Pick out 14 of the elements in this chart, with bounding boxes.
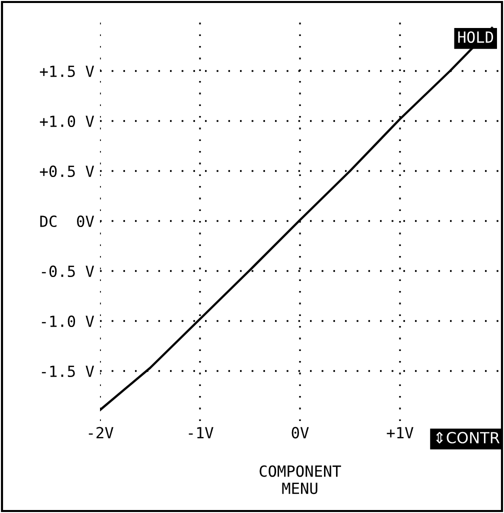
y-tick-label: +0.5 V [40,166,94,178]
x-tick-label: -2V [88,426,114,438]
x-tick-label: 0V [292,426,309,438]
y-tick-label: +1.0 V [40,116,94,128]
y-tick-label: DC 0V [40,216,94,228]
y-tick-label: -0.5 V [42,266,94,278]
y-tick-label: -1.5 V [42,366,94,378]
text: ⇕CONTR [436,432,500,444]
x-tick-label: +1V [386,427,414,438]
annotation: HOLD [458,31,494,43]
y-tick-label: +1.5 V [40,66,94,78]
y-tick-label: -1.0 V [42,316,94,328]
x-tick-label: -1V [188,427,214,438]
text: COMPONENT MENU [260,465,342,494]
